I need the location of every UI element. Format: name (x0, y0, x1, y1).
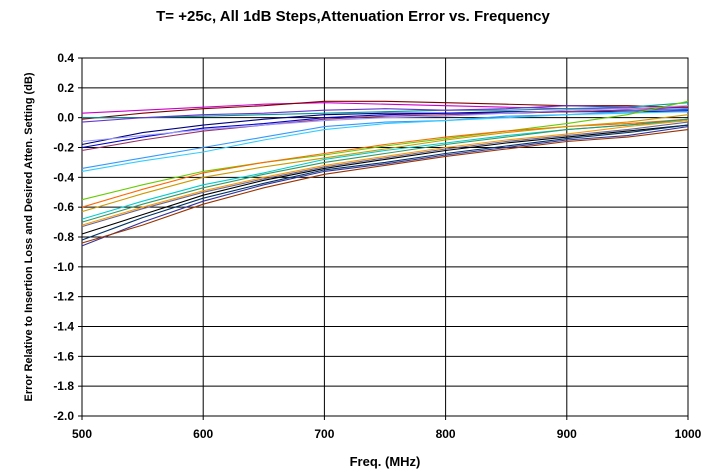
x-tick-label: 800 (436, 427, 456, 441)
x-tick-label: 600 (193, 427, 213, 441)
y-tick-label: -1.6 (53, 349, 74, 363)
y-tick-label: 0.0 (57, 111, 74, 125)
series-line-15 (81, 118, 689, 223)
y-tick-label: -0.8 (53, 230, 74, 244)
series-line-10 (81, 111, 689, 172)
y-tick-label: -1.0 (53, 260, 74, 274)
series-line-20 (81, 126, 689, 247)
series-line-21 (81, 129, 689, 244)
y-tick-label: 0.2 (57, 81, 74, 95)
y-tick-label: -0.6 (53, 200, 74, 214)
y-tick-label: -0.2 (53, 141, 74, 155)
series-line-7 (81, 108, 689, 152)
series-line-18 (81, 124, 689, 235)
series-line-11 (81, 100, 689, 201)
x-tick-label: 900 (557, 427, 577, 441)
series-line-13 (81, 114, 689, 213)
y-tick-label: -0.4 (53, 170, 74, 184)
chart-title: T= +25c, All 1dB Steps,Attenuation Error… (156, 8, 550, 25)
y-tick-label: 0.4 (57, 51, 74, 65)
y-tick-label: -2.0 (53, 409, 74, 423)
series-line-19 (81, 124, 689, 241)
y-tick-label: -1.2 (53, 290, 74, 304)
x-tick-label: 1000 (675, 427, 702, 441)
series-line-3 (82, 102, 689, 119)
x-tick-label: 700 (314, 427, 334, 441)
x-axis-label: Freq. (MHz) (349, 454, 421, 469)
series-line-17 (81, 121, 689, 228)
y-tick-label: -1.8 (53, 379, 74, 393)
series-line-4 (81, 105, 689, 123)
series-line-16 (81, 120, 689, 226)
y-tick-label: -1.4 (53, 320, 74, 334)
x-tick-label: 500 (72, 427, 92, 441)
series-line-8 (81, 105, 689, 143)
